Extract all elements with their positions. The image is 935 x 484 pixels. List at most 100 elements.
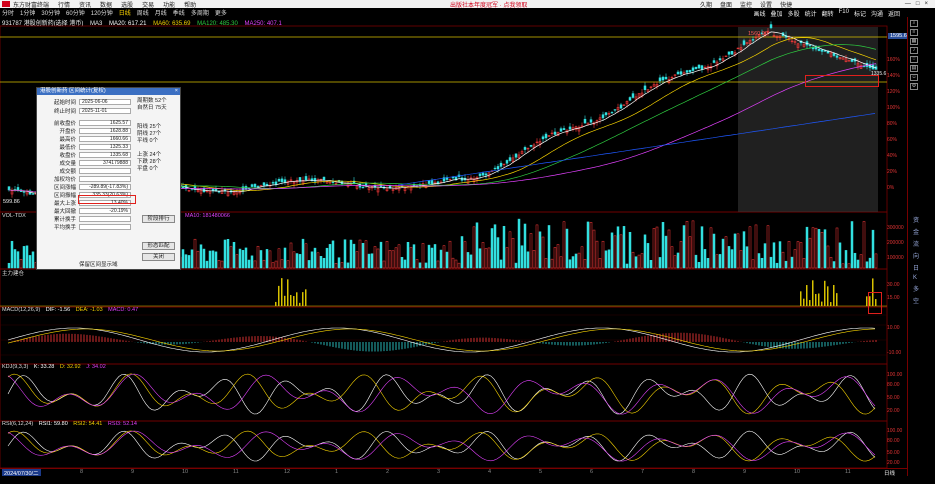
tool-flip[interactable]: 翻转 [821, 12, 834, 18]
end-time-field[interactable]: 2025-11-01 [79, 107, 131, 114]
volume-bar [514, 262, 518, 269]
candle-body [511, 157, 515, 162]
menu-item-trade[interactable]: 交易 [142, 2, 155, 9]
interval-stats-dialog[interactable]: 港股创新药 区间统计(复权) × 起始时间 2025-06-06 终止时间 20… [36, 87, 181, 270]
period-daily[interactable]: 日线 [118, 11, 131, 17]
period-more[interactable]: 更多 [214, 11, 227, 17]
star-icon[interactable]: ☆ [910, 56, 918, 63]
settings-icon[interactable]: ⚙ [910, 83, 918, 90]
volume-bar [634, 256, 638, 269]
period-30min[interactable]: 30分钟 [41, 11, 61, 17]
volume-bar [217, 260, 221, 269]
side-char[interactable]: 日 [913, 266, 920, 272]
volume-bar [187, 255, 191, 269]
volume-bar [775, 262, 779, 269]
candle-body [16, 187, 20, 191]
period-60min[interactable]: 60分钟 [66, 11, 85, 17]
menu-item-function[interactable]: 功能 [163, 2, 176, 9]
bell-icon[interactable]: ♪ [910, 47, 918, 54]
tool-f10[interactable]: F10 [838, 9, 849, 15]
menu-right-5[interactable]: 快捷 [780, 2, 793, 9]
volume-bar [568, 259, 572, 269]
volume-bar [394, 247, 398, 269]
user-icon[interactable]: ☺ [910, 74, 918, 81]
main-force-bar [299, 302, 301, 306]
tool-mark[interactable]: 标记 [853, 12, 866, 18]
menu-right-1[interactable]: 久期 [700, 2, 713, 9]
menu-item-screener[interactable]: 选股 [121, 2, 134, 9]
candle-body [436, 181, 440, 184]
side-char[interactable]: 资 [913, 218, 920, 224]
side-char[interactable]: 金 [913, 230, 920, 236]
main-force-bar [821, 301, 823, 306]
chart-icon[interactable]: ▤ [910, 65, 918, 72]
menu-right-3[interactable]: 监控 [740, 2, 753, 9]
side-char[interactable]: K [913, 275, 918, 281]
promo-link[interactable]: 出版社本年度冠军 · 点我领取 [450, 2, 528, 9]
selected-range-shade [738, 27, 878, 212]
volume-bar [790, 256, 794, 269]
volume-bar [613, 235, 617, 269]
volume-bar [754, 224, 758, 269]
dialog-close-icon[interactable]: × [174, 88, 178, 94]
volume-bar [787, 241, 791, 269]
side-char[interactable]: 流 [913, 242, 920, 248]
macd-panel [7, 327, 877, 353]
side-char[interactable]: 向 [913, 254, 920, 260]
period-weekly[interactable]: 周线 [136, 11, 149, 17]
candle-body [625, 101, 629, 105]
candle-body [775, 35, 779, 38]
maximize-icon[interactable]: □ [915, 1, 920, 7]
tool-draw[interactable]: 画线 [753, 12, 766, 18]
volume-bar [622, 226, 626, 269]
tool-multi[interactable]: 多股 [787, 12, 800, 18]
search-icon[interactable]: ⌕ [910, 20, 918, 27]
close-button[interactable]: 关闭 [142, 253, 175, 261]
menu-item-help[interactable]: 帮助 [184, 2, 197, 9]
volume-bar [871, 229, 875, 269]
period-120min[interactable]: 120分钟 [90, 11, 113, 17]
side-char[interactable]: 多 [913, 287, 920, 293]
volume-bar [487, 247, 491, 269]
main-force-bar [281, 278, 283, 306]
side-char[interactable]: 空 [913, 299, 920, 305]
volume-bar [328, 244, 332, 269]
period-toggle-button[interactable]: 日线 [884, 471, 896, 477]
tool-chat[interactable]: 沟通 [870, 12, 883, 18]
candle-body [802, 43, 806, 47]
period-quarterly[interactable]: 季线 [172, 11, 185, 17]
period-multi[interactable]: 多周期 [190, 11, 209, 17]
period-monthly[interactable]: 月线 [154, 11, 167, 17]
price-axis-tick: 20% [887, 169, 898, 175]
start-time-field[interactable]: 2025-06-06 [79, 98, 131, 105]
volume-bar [772, 242, 776, 269]
candle-body [397, 187, 401, 191]
volume-bar [727, 246, 731, 269]
menu-item-data[interactable]: 数据 [100, 2, 113, 9]
tool-stats[interactable]: 统计 [804, 12, 817, 18]
menu-right-2[interactable]: 盘面 [720, 2, 733, 9]
menu-item-news[interactable]: 资讯 [79, 2, 92, 9]
list-icon[interactable]: ≡ [910, 29, 918, 36]
keep-range-checkbox[interactable]: 保留区间显示域 [79, 262, 118, 268]
macd-dif-line [7, 327, 876, 353]
vol-panel-label: VOL-TDX [2, 213, 30, 219]
volume-bar [739, 250, 743, 269]
period-1min[interactable]: 1分钟 [20, 11, 36, 17]
candle-body [577, 126, 581, 132]
period-tick[interactable]: 分时 [2, 11, 15, 17]
menu-right-4[interactable]: 设置 [760, 2, 773, 9]
tool-overlay[interactable]: 叠加 [770, 12, 783, 18]
tool-back[interactable]: 返回 [887, 12, 900, 18]
close-icon[interactable]: × [924, 1, 928, 7]
candle-body [673, 74, 677, 76]
stage-rank-button[interactable]: 阶段排行 [142, 215, 175, 223]
grid-icon[interactable]: ▦ [910, 38, 918, 45]
dialog-title[interactable]: 港股创新药 区间统计(复权) [37, 88, 180, 95]
minimize-icon[interactable]: — [904, 1, 911, 7]
menu-item-market[interactable]: 行情 [58, 2, 71, 9]
kline-chart[interactable]: 599.86 1560.00 1335.6 [0, 0, 907, 468]
volume-bar [184, 254, 188, 269]
pattern-match-button[interactable]: 形态匹配 [142, 242, 175, 250]
volume-bar [265, 249, 269, 269]
